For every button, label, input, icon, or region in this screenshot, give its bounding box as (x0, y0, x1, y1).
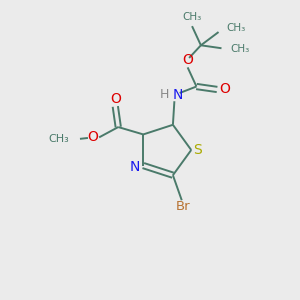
Text: O: O (182, 53, 193, 67)
Text: CH₃: CH₃ (230, 44, 250, 54)
Text: O: O (110, 92, 121, 106)
Text: N: N (130, 160, 140, 174)
Text: CH₃: CH₃ (182, 12, 202, 22)
Text: CH₃: CH₃ (48, 134, 69, 144)
Text: N: N (172, 88, 182, 102)
Text: H: H (159, 88, 169, 101)
Text: Br: Br (176, 200, 190, 213)
Text: O: O (87, 130, 98, 144)
Text: S: S (193, 143, 202, 157)
Text: O: O (219, 82, 230, 97)
Text: CH₃: CH₃ (226, 22, 245, 33)
